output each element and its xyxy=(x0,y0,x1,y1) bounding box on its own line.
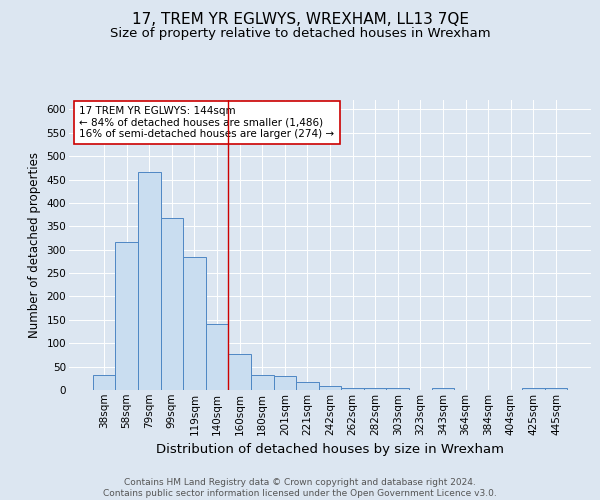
Y-axis label: Number of detached properties: Number of detached properties xyxy=(28,152,41,338)
Text: Contains HM Land Registry data © Crown copyright and database right 2024.
Contai: Contains HM Land Registry data © Crown c… xyxy=(103,478,497,498)
Bar xyxy=(115,242,138,390)
Bar xyxy=(93,374,115,390)
Bar xyxy=(138,172,161,390)
Bar xyxy=(206,324,229,390)
Bar xyxy=(251,374,274,390)
Bar xyxy=(161,218,183,390)
Bar xyxy=(545,388,567,390)
Text: 17 TREM YR EGLWYS: 144sqm
← 84% of detached houses are smaller (1,486)
16% of se: 17 TREM YR EGLWYS: 144sqm ← 84% of detac… xyxy=(79,106,335,139)
Bar xyxy=(296,382,319,390)
Text: 17, TREM YR EGLWYS, WREXHAM, LL13 7QE: 17, TREM YR EGLWYS, WREXHAM, LL13 7QE xyxy=(131,12,469,28)
X-axis label: Distribution of detached houses by size in Wrexham: Distribution of detached houses by size … xyxy=(156,443,504,456)
Bar xyxy=(364,388,386,390)
Bar xyxy=(229,354,251,390)
Bar xyxy=(183,256,206,390)
Bar xyxy=(522,388,545,390)
Bar xyxy=(341,388,364,390)
Bar xyxy=(386,388,409,390)
Text: Size of property relative to detached houses in Wrexham: Size of property relative to detached ho… xyxy=(110,28,490,40)
Bar xyxy=(319,386,341,390)
Bar xyxy=(274,376,296,390)
Bar xyxy=(431,388,454,390)
